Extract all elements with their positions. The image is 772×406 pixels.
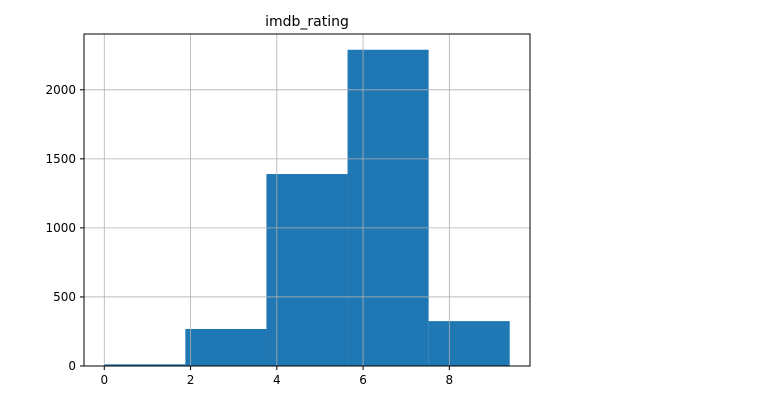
y-tick-label: 0 [68, 359, 76, 373]
y-axis-ticks: 0 500 1000 1500 2000 [45, 83, 84, 373]
x-tick-label: 4 [273, 373, 281, 387]
x-tick-label: 2 [187, 373, 195, 387]
y-tick-label: 500 [53, 290, 76, 304]
histogram-bar-3 [347, 49, 429, 366]
histogram-bar-4 [428, 321, 510, 366]
histogram-bars [104, 49, 510, 366]
x-tick-label: 6 [359, 373, 367, 387]
y-tick-label: 2000 [45, 83, 76, 97]
x-tick-label: 0 [100, 373, 108, 387]
histogram-bar-1 [185, 328, 267, 366]
axes-frame [83, 33, 531, 367]
y-tick-label: 1500 [45, 152, 76, 166]
y-tick-label: 1000 [45, 221, 76, 235]
histogram-bar-0 [104, 364, 186, 366]
x-axis-ticks: 0 2 4 6 8 [100, 366, 453, 387]
histogram-bar-2 [266, 174, 348, 366]
x-tick-label: 8 [446, 373, 454, 387]
chart-title: imdb_rating [265, 14, 349, 30]
